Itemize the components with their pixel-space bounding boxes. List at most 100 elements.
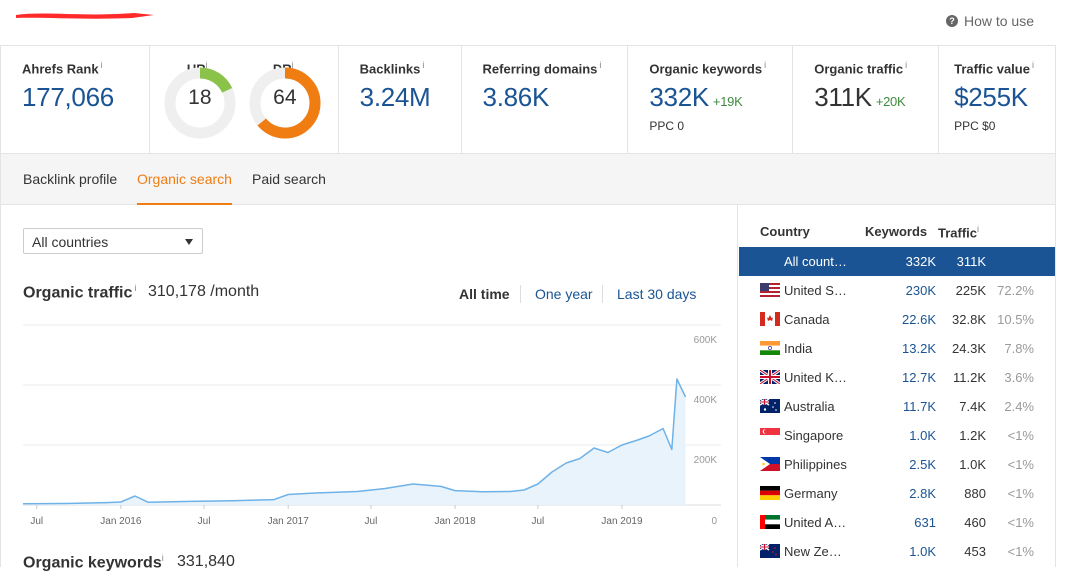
country-traffic: 32.8K bbox=[952, 312, 986, 327]
ahrefs-rank-value[interactable]: 177,066 bbox=[22, 82, 114, 113]
country-name[interactable]: United S… bbox=[784, 283, 847, 298]
country-keywords[interactable]: 2.8K bbox=[909, 486, 936, 501]
range-last-30-days[interactable]: Last 30 days bbox=[617, 286, 697, 302]
country-keywords[interactable]: 1.0K bbox=[909, 544, 936, 559]
country-row[interactable]: Singapore 1.0K 1.2K <1% bbox=[739, 421, 1055, 450]
traffic-area bbox=[23, 379, 686, 505]
info-icon[interactable]: i bbox=[134, 283, 137, 293]
info-icon[interactable]: i bbox=[100, 60, 103, 70]
country-row[interactable]: United A… 631 460 <1% bbox=[739, 508, 1055, 537]
metric-referring-domains: Referring domains i 3.86K bbox=[462, 46, 629, 153]
country-row[interactable]: Philippines 2.5K 1.0K <1% bbox=[739, 450, 1055, 479]
country-name[interactable]: Australia bbox=[784, 399, 835, 414]
country-keywords[interactable]: 13.2K bbox=[902, 341, 936, 356]
ur-value[interactable]: 18 bbox=[188, 86, 212, 109]
organic-traffic-label: Organic traffic bbox=[814, 61, 904, 77]
country-keywords[interactable]: 2.5K bbox=[909, 457, 936, 472]
country-keywords[interactable]: 631 bbox=[914, 515, 936, 530]
info-icon[interactable]: i bbox=[599, 60, 602, 70]
country-name[interactable]: Singapore bbox=[784, 428, 844, 443]
range-all-time[interactable]: All time bbox=[459, 286, 510, 302]
backlinks-label: Backlinks bbox=[359, 61, 421, 77]
country-keywords[interactable]: 332K bbox=[905, 254, 936, 269]
x-tick-label: Jan 2019 bbox=[601, 516, 643, 527]
country-keywords[interactable]: 230K bbox=[905, 283, 936, 298]
info-icon[interactable]: i bbox=[422, 60, 425, 70]
country-traffic: 24.3K bbox=[952, 341, 986, 356]
country-name[interactable]: Canada bbox=[784, 312, 830, 327]
country-keywords[interactable]: 1.0K bbox=[909, 428, 936, 443]
flag-sg-icon bbox=[760, 428, 780, 442]
flag-ph-icon bbox=[760, 457, 780, 471]
country-row[interactable]: New Ze… 1.0K 453 <1% bbox=[739, 537, 1055, 566]
col-keywords[interactable]: Keywords bbox=[865, 224, 928, 239]
ahrefs-rank-label: Ahrefs Rank bbox=[22, 61, 99, 77]
organic-keywords-value[interactable]: 332K bbox=[649, 82, 709, 113]
organic-traffic-value[interactable]: 311K bbox=[814, 82, 872, 113]
backlinks-value[interactable]: 3.24M bbox=[359, 82, 431, 113]
info-icon[interactable]: i bbox=[1031, 60, 1034, 70]
col-country[interactable]: Country bbox=[760, 224, 810, 239]
info-icon[interactable]: i bbox=[205, 60, 208, 70]
organic-traffic-chart[interactable]: 600K 400K 200K 0 Jul Jan 2016 Jul Jan 2017 Jul Ja… bbox=[1, 315, 737, 540]
tab-paid-search[interactable]: Paid search bbox=[252, 171, 326, 187]
country-traffic-share: 72.2% bbox=[997, 283, 1034, 298]
country-name[interactable]: Philippines bbox=[784, 457, 847, 472]
range-divider bbox=[602, 285, 603, 303]
how-to-use-link[interactable]: ? How to use bbox=[945, 13, 1034, 29]
dr-value[interactable]: 64 bbox=[273, 86, 297, 109]
country-row-selected[interactable]: All count… 332K 311K bbox=[739, 247, 1055, 276]
flag-ca-icon bbox=[760, 312, 780, 326]
country-keywords[interactable]: 12.7K bbox=[902, 370, 936, 385]
flag-au-icon bbox=[760, 399, 780, 413]
range-one-year[interactable]: One year bbox=[535, 286, 593, 302]
country-row[interactable]: Australia 11.7K 7.4K 2.4% bbox=[739, 392, 1055, 421]
country-name[interactable]: Germany bbox=[784, 486, 838, 501]
tab-backlink-profile[interactable]: Backlink profile bbox=[23, 171, 118, 187]
country-row[interactable]: United K… 12.7K 11.2K 3.6% bbox=[739, 363, 1055, 392]
country-row[interactable]: United S… 230K 225K 72.2% bbox=[739, 276, 1055, 305]
flag-nz-icon bbox=[760, 544, 780, 558]
country-traffic-share: <1% bbox=[1007, 486, 1034, 501]
organic-traffic-title: Organic traffic bbox=[23, 284, 133, 302]
metric-traffic-value: Traffic value i $255K PPC $0 bbox=[939, 46, 1055, 153]
range-divider bbox=[520, 285, 521, 303]
metrics-bar: Ahrefs Rank i 177,066 URi 18 DRi 64 Backl… bbox=[0, 45, 1056, 154]
country-row[interactable]: Canada 22.6K 32.8K 10.5% bbox=[739, 305, 1055, 334]
country-select[interactable]: All countries bbox=[23, 228, 203, 254]
country-row[interactable]: India 13.2K 24.3K 7.8% bbox=[739, 334, 1055, 363]
info-icon[interactable]: i bbox=[764, 60, 767, 70]
info-icon[interactable]: i bbox=[905, 60, 908, 70]
info-icon[interactable]: i bbox=[291, 60, 294, 70]
x-tick-label: Jan 2016 bbox=[100, 516, 142, 527]
country-name[interactable]: India bbox=[784, 341, 813, 356]
country-name[interactable]: All count… bbox=[784, 254, 847, 269]
country-traffic-share: 3.6% bbox=[1004, 370, 1034, 385]
x-tick-label: Jul bbox=[30, 516, 43, 527]
country-keywords[interactable]: 11.7K bbox=[902, 399, 936, 414]
country-row[interactable]: Germany 2.8K 880 <1% bbox=[739, 479, 1055, 508]
metric-organic-keywords: Organic keywords i 332K +19K PPC 0 bbox=[628, 46, 794, 153]
chevron-down-icon bbox=[185, 239, 193, 245]
y-tick-label: 400K bbox=[694, 395, 718, 406]
col-traffic[interactable]: Traffic bbox=[938, 225, 978, 241]
x-tick-label: Jul bbox=[365, 516, 378, 527]
country-name[interactable]: United A… bbox=[784, 515, 847, 530]
info-icon[interactable]: i bbox=[977, 224, 980, 234]
metric-backlinks: Backlinks i 3.24M bbox=[339, 46, 462, 153]
country-select-value: All countries bbox=[32, 234, 109, 250]
y-tick-label: 600K bbox=[694, 335, 718, 346]
metric-ahrefs-rank: Ahrefs Rank i 177,066 bbox=[1, 46, 150, 153]
organic-keywords-label: Organic keywords bbox=[649, 61, 763, 77]
tab-organic-search[interactable]: Organic search bbox=[137, 154, 232, 205]
flag-in-icon bbox=[760, 341, 780, 355]
traffic-value-value[interactable]: $255K bbox=[954, 82, 1028, 113]
country-name[interactable]: United K… bbox=[784, 370, 847, 385]
traffic-value-label: Traffic value bbox=[954, 61, 1030, 77]
organic-keywords-title: Organic keywords bbox=[23, 554, 162, 572]
country-name[interactable]: New Ze… bbox=[784, 544, 842, 559]
country-keywords[interactable]: 22.6K bbox=[902, 312, 936, 327]
info-icon[interactable]: i bbox=[161, 553, 164, 563]
referring-domains-value[interactable]: 3.86K bbox=[482, 82, 550, 113]
x-tick-label: Jul bbox=[531, 516, 544, 527]
